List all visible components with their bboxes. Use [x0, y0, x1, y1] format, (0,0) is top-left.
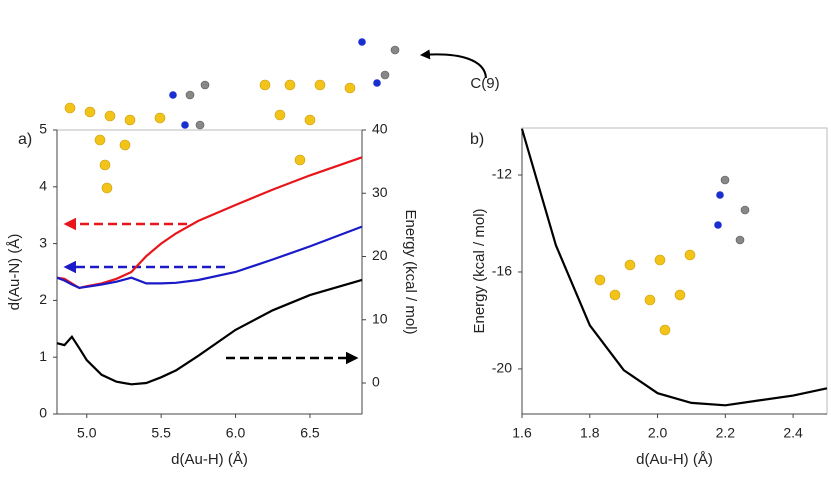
y-tick-label: 5	[39, 121, 47, 137]
x-tick-label: 1.6	[512, 425, 532, 441]
molecule-sketches	[64, 38, 750, 336]
panel-label: a)	[18, 131, 32, 148]
series-line	[520, 128, 828, 407]
y2-axis-label: Energy (kcal / mol)	[402, 209, 419, 334]
x-tick-label: 6.5	[300, 425, 320, 441]
panel-label: b)	[470, 131, 484, 148]
y-tick-label: 3	[39, 234, 47, 250]
y-tick-label: 1	[39, 348, 47, 364]
x-tick-label: 2.2	[716, 425, 736, 441]
arrow	[420, 49, 487, 79]
y-axis-label: d(Au-N) (Å)	[6, 234, 23, 311]
y2-tick-label: 0	[372, 374, 380, 390]
x-tick-label: 6.0	[226, 425, 246, 441]
y2-tick-label: 30	[372, 184, 388, 200]
x-axis-label: d(Au-H) (Å)	[636, 451, 713, 468]
x-tick-label: 5.5	[151, 425, 171, 441]
y2-tick-label: 10	[372, 310, 388, 326]
y-tick-label: 2	[39, 291, 47, 307]
x-tick-label: 2.0	[648, 425, 668, 441]
x-axis-label: d(Au-H) (Å)	[171, 451, 248, 468]
series-line	[56, 225, 363, 290]
x-tick-label: 1.8	[580, 425, 600, 441]
y-tick-label: -12	[492, 166, 512, 182]
arrows	[63, 49, 487, 365]
y2-tick-label: 40	[372, 121, 388, 137]
series-line	[56, 156, 363, 290]
y2-tick-label: 20	[372, 247, 388, 263]
x-tick-label: 2.4	[783, 425, 803, 441]
y-axis-label: Energy (kcal / mol)	[471, 208, 488, 333]
y-tick-label: -20	[492, 360, 512, 376]
y-tick-label: -16	[492, 263, 512, 279]
annotation: C(9)	[470, 75, 499, 92]
series-line	[56, 278, 363, 386]
y-tick-label: 4	[39, 178, 47, 194]
x-tick-label: 5.0	[77, 425, 97, 441]
y-tick-label: 0	[39, 405, 47, 421]
